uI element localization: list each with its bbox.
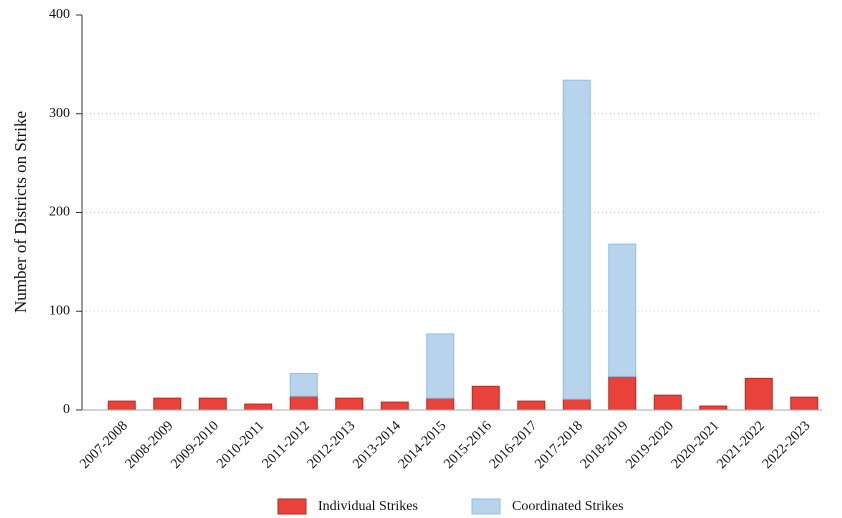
bar xyxy=(562,398,591,411)
x-tick-label: 2012-2013 xyxy=(305,418,359,472)
bar xyxy=(426,397,455,411)
bar xyxy=(790,396,819,411)
y-tick-label: 0 xyxy=(63,402,70,417)
x-tick-label: 2018-2019 xyxy=(578,418,632,472)
legend-swatch xyxy=(471,498,501,515)
bar xyxy=(198,397,227,411)
bar xyxy=(471,385,500,411)
x-tick-label: 2021-2022 xyxy=(714,418,768,472)
x-tick-label: 2008-2009 xyxy=(123,418,177,472)
x-tick-label: 2013-2014 xyxy=(350,418,404,472)
x-tick-label: 2009-2010 xyxy=(168,418,222,472)
legend-label: Coordinated Strikes xyxy=(512,499,624,514)
x-tick-label: 2019-2020 xyxy=(623,418,677,472)
x-tick-label: 2017-2018 xyxy=(532,418,586,472)
bar xyxy=(244,403,273,411)
bar xyxy=(562,79,591,400)
bar xyxy=(699,405,728,411)
y-tick-label: 400 xyxy=(49,7,70,22)
bar xyxy=(289,395,318,411)
y-tick-label: 200 xyxy=(49,205,70,220)
bar xyxy=(517,400,546,411)
y-tick-label: 300 xyxy=(49,106,70,121)
bar xyxy=(107,400,136,411)
x-tick-label: 2016-2017 xyxy=(487,418,541,472)
bar xyxy=(744,377,773,411)
bar xyxy=(380,401,409,411)
bar xyxy=(608,375,637,411)
x-tick-label: 2011-2012 xyxy=(260,418,313,471)
bar xyxy=(335,397,364,411)
x-tick-label: 2020-2021 xyxy=(669,418,723,472)
x-tick-label: 2010-2011 xyxy=(214,418,267,471)
y-tick-label: 100 xyxy=(49,303,70,318)
bar xyxy=(653,394,682,411)
x-tick-label: 2007-2008 xyxy=(77,418,131,472)
bar xyxy=(426,333,455,399)
legend-swatch xyxy=(277,498,307,515)
bar xyxy=(608,243,637,377)
x-tick-label: 2015-2016 xyxy=(441,418,495,472)
y-axis-label: Number of Districts on Strike xyxy=(11,111,30,313)
legend-label: Individual Strikes xyxy=(318,499,418,514)
bar xyxy=(153,397,182,411)
x-tick-label: 2014-2015 xyxy=(396,418,450,472)
x-tick-label: 2022-2023 xyxy=(760,418,814,472)
bar xyxy=(289,372,318,397)
